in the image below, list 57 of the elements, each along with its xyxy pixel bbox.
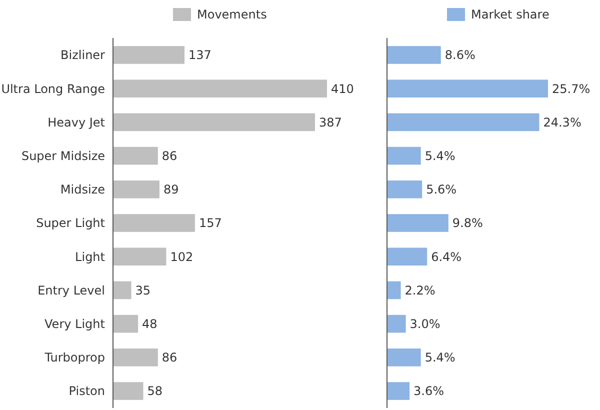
data-label: 5.4%	[424, 350, 456, 365]
bar	[113, 281, 132, 300]
data-label: 58	[147, 384, 163, 398]
bar	[113, 348, 158, 366]
data-label: 5.4%	[424, 148, 456, 163]
data-label: 410	[331, 82, 354, 96]
data-label: 387	[318, 115, 342, 130]
bar	[387, 80, 548, 98]
data-label: 9.8%	[452, 216, 483, 230]
bar	[113, 382, 144, 400]
data-label: 3.6%	[414, 384, 444, 398]
bar	[387, 248, 428, 266]
bar	[387, 281, 401, 300]
bar	[387, 382, 410, 400]
y-tick-label: Ultra Long Range	[1, 82, 105, 96]
bar	[113, 80, 327, 98]
data-label: 24.3%	[543, 115, 582, 130]
data-label: 8.6%	[444, 48, 476, 62]
data-label: 48	[142, 317, 158, 332]
legend-label: Movements	[197, 8, 267, 22]
data-label: 5.6%	[426, 182, 457, 197]
bar	[113, 214, 195, 232]
data-label: 157	[198, 216, 222, 230]
bar	[113, 46, 185, 64]
data-label: 35	[135, 283, 151, 298]
bar	[387, 113, 540, 132]
data-label: 137	[188, 48, 212, 62]
data-label: 2.2%	[404, 283, 436, 298]
data-label: 25.7%	[552, 82, 590, 96]
y-tick-label: Piston	[68, 384, 105, 398]
y-tick-label: Super Light	[36, 216, 106, 230]
y-tick-label: Heavy Jet	[48, 115, 106, 130]
bar	[113, 146, 158, 165]
legend-label: Market share	[471, 8, 550, 22]
bar	[387, 314, 406, 333]
data-label: 3.0%	[410, 317, 440, 332]
y-tick-label: Light	[75, 250, 106, 264]
bar	[113, 248, 166, 266]
bar	[113, 314, 138, 333]
y-tick-label: Very Light	[44, 317, 106, 332]
data-label: 6.4%	[431, 250, 462, 264]
y-tick-label: Turboprop	[44, 350, 105, 365]
data-label: 86	[162, 350, 178, 365]
data-label: 89	[163, 182, 179, 197]
y-tick-label: Bizliner	[60, 48, 106, 62]
y-tick-label: Midsize	[60, 182, 105, 197]
bar	[387, 46, 441, 64]
bar	[387, 214, 448, 232]
bar	[387, 146, 421, 165]
y-tick-label: Super Midsize	[21, 148, 105, 163]
data-label: 86	[162, 148, 178, 163]
bar	[113, 113, 315, 132]
bar	[387, 348, 421, 366]
data-label: 102	[170, 250, 194, 264]
bar	[113, 180, 160, 198]
y-tick-label: Entry Level	[38, 283, 105, 298]
bar	[387, 180, 422, 198]
